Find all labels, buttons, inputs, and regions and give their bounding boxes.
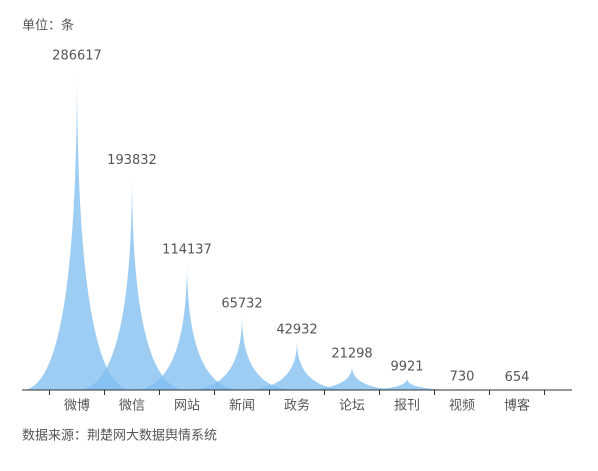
- value-label: 9921: [390, 359, 423, 374]
- x-tick-label: 微博: [64, 399, 90, 414]
- value-label: 730: [450, 370, 475, 385]
- x-tick-label: 新闻: [229, 398, 255, 414]
- value-label: 65732: [221, 297, 262, 312]
- spike: [77, 172, 187, 390]
- x-tick-label: 微信: [119, 399, 145, 414]
- value-label: 193832: [107, 153, 157, 168]
- spike: [22, 68, 132, 390]
- spike: [242, 341, 352, 390]
- source-note: 数据来源：荆楚网大数据舆情系统: [22, 428, 217, 444]
- x-tick-label: 论坛: [339, 399, 365, 414]
- spike: [132, 261, 242, 390]
- value-label: 42932: [276, 322, 317, 337]
- value-label: 286617: [52, 49, 102, 64]
- value-label: 654: [505, 370, 530, 385]
- value-label: 114137: [162, 242, 212, 257]
- value-label: 21298: [331, 347, 372, 362]
- spike: [352, 378, 462, 390]
- x-tick-label: 视频: [449, 399, 475, 414]
- x-tick-label: 博客: [504, 398, 530, 414]
- x-tick-label: 政务: [284, 398, 310, 414]
- x-tick-label: 报刊: [394, 399, 420, 414]
- x-tick-label: 网站: [174, 399, 200, 414]
- spike: [297, 366, 407, 390]
- spike: [187, 316, 297, 390]
- unit-label: 单位：条: [22, 18, 74, 34]
